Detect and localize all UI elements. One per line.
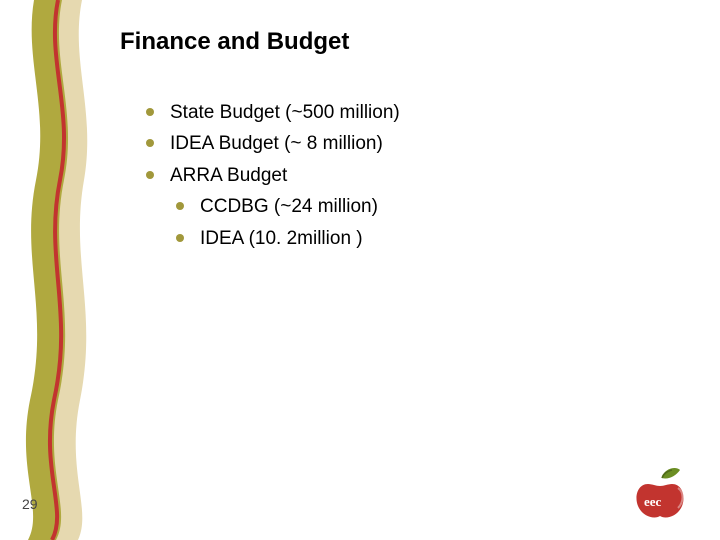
svg-text:eec: eec: [644, 494, 662, 509]
slide-content: State Budget (~500 million) IDEA Budget …: [140, 98, 660, 255]
sub-bullet-item: CCDBG (~24 million): [170, 192, 660, 221]
bullet-item: IDEA Budget (~ 8 million): [140, 129, 660, 158]
page-number: 29: [22, 496, 38, 512]
slide: Finance and Budget State Budget (~500 mi…: [0, 0, 720, 540]
bullet-item: State Budget (~500 million): [140, 98, 660, 127]
slide-title: Finance and Budget: [120, 28, 349, 56]
sub-bullet-text: CCDBG (~24 million): [200, 196, 378, 217]
eec-logo-icon: eec: [628, 466, 692, 522]
bullet-text: State Budget (~500 million): [170, 102, 400, 123]
bullet-text: IDEA Budget (~ 8 million): [170, 133, 383, 154]
bullet-item: ARRA Budget CCDBG (~24 million) IDEA (10…: [140, 161, 660, 253]
bullet-text: ARRA Budget: [170, 165, 287, 186]
left-decorative-band: [0, 0, 98, 540]
sub-bullet-item: IDEA (10. 2million ): [170, 224, 660, 253]
sub-bullet-text: IDEA (10. 2million ): [200, 228, 363, 249]
